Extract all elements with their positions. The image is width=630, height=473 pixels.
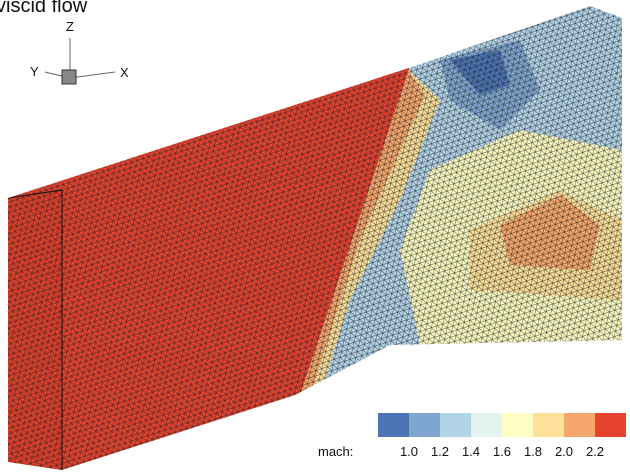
colorbar-swatch bbox=[595, 413, 626, 437]
colorbar-tick-label: 1.2 bbox=[431, 444, 449, 459]
title: viscid flow bbox=[0, 0, 88, 17]
triad-z: Z bbox=[66, 19, 74, 34]
colorbar: mach: 1.0 1.2 1.4 1.6 1.8 2.0 2.2 bbox=[318, 413, 626, 459]
axis-triad: Z Y X bbox=[30, 19, 129, 84]
colorbar-swatch bbox=[564, 413, 595, 437]
flow-field bbox=[0, 0, 630, 473]
page: {"title": "viscid flow", "triad": {"z": … bbox=[0, 0, 630, 473]
colorbar-tick-label: 1.4 bbox=[462, 444, 480, 459]
colorbar-tick-label: 1.8 bbox=[524, 444, 542, 459]
colorbar-swatch bbox=[409, 413, 440, 437]
colorbar-label: mach: bbox=[318, 444, 353, 459]
colorbar-tick-label: 2.0 bbox=[555, 444, 573, 459]
colorbar-swatch bbox=[378, 413, 409, 437]
colorbar-swatch bbox=[471, 413, 502, 437]
colorbar-swatch bbox=[502, 413, 533, 437]
colorbar-swatch bbox=[440, 413, 471, 437]
colorbar-swatch bbox=[533, 413, 564, 437]
triad-x: X bbox=[120, 65, 129, 80]
triad-y: Y bbox=[30, 64, 39, 79]
colorbar-tick-label: 1.6 bbox=[493, 444, 511, 459]
scene: viscid flow Z Y X mach: 1.0 1.2 1.4 1.6 1.8 2… bbox=[0, 0, 630, 473]
colorbar-tick-label: 1.0 bbox=[400, 444, 418, 459]
colorbar-tick-label: 2.2 bbox=[586, 444, 604, 459]
